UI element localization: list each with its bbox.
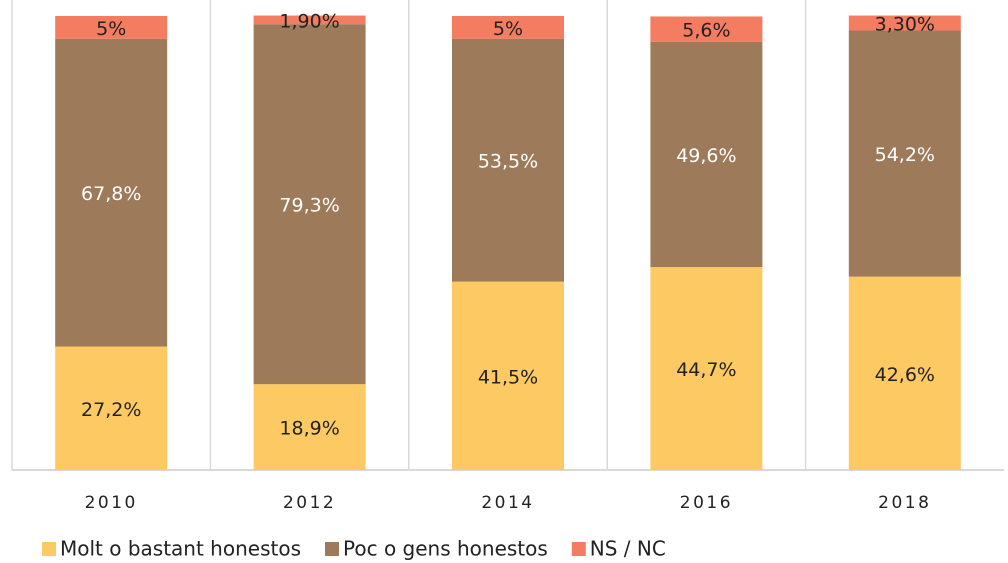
legend-label: NS / NC	[590, 537, 666, 561]
legend-swatch	[325, 542, 339, 556]
legend-label: Molt o bastant honestos	[60, 537, 301, 561]
bar-segment	[253, 384, 366, 470]
value-label: 49,6%	[676, 145, 736, 167]
value-label: 3,30%	[875, 14, 935, 36]
bar-segment	[848, 276, 961, 470]
bar-segment	[55, 346, 168, 470]
bar-segment	[452, 281, 564, 470]
value-label: 44,7%	[676, 359, 736, 381]
bar-segment	[253, 24, 366, 385]
bar-segment	[650, 16, 763, 42]
legend-swatch	[571, 542, 586, 556]
bar-segment	[55, 38, 168, 347]
value-label: 5%	[96, 18, 126, 40]
value-label: 67,8%	[81, 183, 141, 205]
x-tick-label: 2016	[680, 493, 733, 513]
x-tick-label: 2010	[85, 493, 138, 513]
legend-swatch	[42, 542, 56, 556]
value-label: 79,3%	[279, 195, 339, 217]
bar-segment	[848, 15, 961, 31]
bar-segment	[848, 30, 961, 277]
x-tick-label: 2018	[878, 493, 931, 513]
value-label: 41,5%	[478, 366, 538, 388]
x-tick-label: 2012	[283, 493, 336, 513]
bar-segment	[452, 38, 564, 282]
bar-segment	[452, 16, 564, 39]
value-label: 5%	[493, 18, 523, 40]
value-label: 27,2%	[81, 399, 141, 421]
value-label: 53,5%	[478, 151, 538, 173]
bar-segment	[253, 15, 366, 25]
x-tick-label: 2014	[481, 493, 534, 513]
value-label: 54,2%	[875, 144, 935, 166]
value-label: 18,9%	[279, 418, 339, 440]
value-label: 42,6%	[875, 364, 935, 386]
value-label: 1,90%	[279, 10, 339, 32]
bar-segment	[650, 267, 763, 470]
legend-label: Poc o gens honestos	[343, 537, 548, 561]
bar-segment	[55, 16, 168, 39]
value-label: 5,6%	[682, 20, 730, 42]
bar-segment	[650, 41, 763, 268]
